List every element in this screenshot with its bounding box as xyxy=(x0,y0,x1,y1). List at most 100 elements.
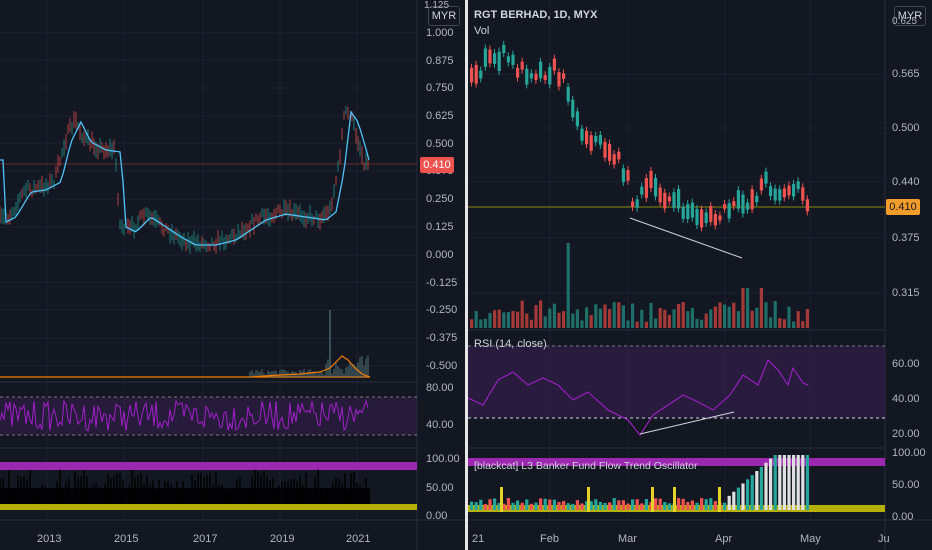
osc-bar xyxy=(534,502,538,510)
osc-bar xyxy=(681,498,685,510)
left-chart-canvas[interactable] xyxy=(0,0,466,550)
price-candle-body xyxy=(506,56,510,63)
left-price-tick: 0.250 xyxy=(426,193,454,205)
osc-bar xyxy=(709,498,713,510)
volume-bar xyxy=(548,308,552,328)
volume-bar xyxy=(488,313,492,328)
price-candle-body xyxy=(479,70,483,79)
osc-bar xyxy=(516,500,520,510)
price-candle-body xyxy=(732,201,736,207)
left-price-tick: 1.000 xyxy=(426,27,454,39)
price-candle-body xyxy=(631,201,635,208)
rsi-line xyxy=(0,399,369,432)
volume-bar xyxy=(773,301,777,328)
left-time-tick: 2013 xyxy=(37,533,62,545)
price-candle-body xyxy=(649,170,653,189)
osc-bar xyxy=(575,500,579,510)
price-candle-body xyxy=(681,206,685,219)
osc-signal-bar xyxy=(500,487,503,512)
price-candle-body xyxy=(525,68,529,85)
osc-bottom-band xyxy=(468,505,885,512)
osc-bar xyxy=(594,499,598,510)
osc-bar xyxy=(695,502,699,510)
osc-bar xyxy=(598,501,602,510)
right-osc-tick: 50.00 xyxy=(892,479,920,491)
volume-bar xyxy=(769,317,773,328)
price-candle-body xyxy=(695,209,699,225)
osc-bar xyxy=(713,501,717,510)
osc-bar xyxy=(805,455,809,510)
volume-bar xyxy=(805,309,809,328)
left-price-tick: 0.750 xyxy=(426,82,454,94)
osc-bar xyxy=(479,499,483,510)
osc-bar xyxy=(640,503,644,510)
osc-bar xyxy=(580,503,584,510)
price-candle-body xyxy=(787,185,791,196)
price-candle-body xyxy=(741,194,745,214)
price-candle-body xyxy=(801,187,805,201)
osc-bar xyxy=(782,455,786,510)
left-price-tick: 0.875 xyxy=(426,55,454,67)
volume-bar xyxy=(746,288,750,328)
right-osc-tick: 100.00 xyxy=(892,447,926,459)
osc-bar xyxy=(658,498,662,510)
right-price-tick: 0.440 xyxy=(892,176,920,188)
price-candle-body xyxy=(773,188,777,201)
right-time-tick: May xyxy=(800,533,821,545)
price-candle-body xyxy=(502,44,506,54)
osc-bar xyxy=(654,498,658,510)
left-price-tick: -0.250 xyxy=(426,304,458,316)
pane-divider[interactable] xyxy=(465,0,468,550)
volume-bar xyxy=(470,319,474,328)
rsi-band xyxy=(468,346,885,418)
osc-bar xyxy=(589,501,593,510)
volume-bar xyxy=(626,320,630,328)
osc-bar xyxy=(631,499,635,510)
price-candle-body xyxy=(658,187,662,203)
price-candle-body xyxy=(654,177,658,197)
volume-bar xyxy=(612,302,616,328)
volume-bar xyxy=(552,303,556,328)
osc-bar xyxy=(603,502,607,510)
right-osc-tick: 0.00 xyxy=(892,511,914,523)
volume-bar xyxy=(681,301,685,328)
volume-bar xyxy=(704,313,708,328)
right-time-tick: 21 xyxy=(472,533,485,545)
left-time-tick: 2015 xyxy=(114,533,139,545)
currency-badge-left: MYR xyxy=(428,6,460,26)
left-osc-tick: 0.00 xyxy=(426,510,448,522)
osc-bar xyxy=(667,503,671,510)
osc-bar xyxy=(750,475,754,510)
price-candle-body xyxy=(511,54,515,65)
left-price-axis-partial: 1.125 xyxy=(424,0,450,11)
volume-bar xyxy=(525,313,529,328)
right-chart-canvas[interactable] xyxy=(468,0,932,550)
volume-bar xyxy=(658,308,662,328)
osc-bar xyxy=(506,498,510,510)
left-chart-pane[interactable]: MYR 1.125 1.0000.8750.7500.6250.5000.375… xyxy=(0,0,466,550)
price-candle-body xyxy=(580,128,584,141)
osc-bar xyxy=(686,502,690,510)
volume-bar xyxy=(603,304,607,328)
price-candle-body xyxy=(594,135,598,143)
osc-bar xyxy=(736,487,740,510)
volume-bar xyxy=(663,309,667,328)
volume-bar xyxy=(700,319,704,328)
volume-bar xyxy=(562,311,566,328)
trend-line-price xyxy=(629,217,743,259)
right-chart-pane[interactable]: RGT BERHAD, 1D, MYX Vol RSI (14, close) … xyxy=(468,0,932,550)
osc-bar xyxy=(548,499,552,510)
price-candle-body xyxy=(709,206,713,222)
left-price-tick: -0.500 xyxy=(426,360,458,372)
left-price-tick: -0.125 xyxy=(426,277,458,289)
price-candle-body xyxy=(736,190,740,209)
osc-bar xyxy=(562,501,566,510)
osc-bar xyxy=(539,498,543,510)
price-candle-body xyxy=(520,61,524,70)
osc-bar xyxy=(543,498,547,510)
osc-bar xyxy=(755,471,759,510)
left-osc-tick: 100.00 xyxy=(426,453,460,465)
osc-bar xyxy=(663,502,667,510)
osc-bar xyxy=(792,455,796,510)
right-time-tick: Feb xyxy=(540,533,559,545)
